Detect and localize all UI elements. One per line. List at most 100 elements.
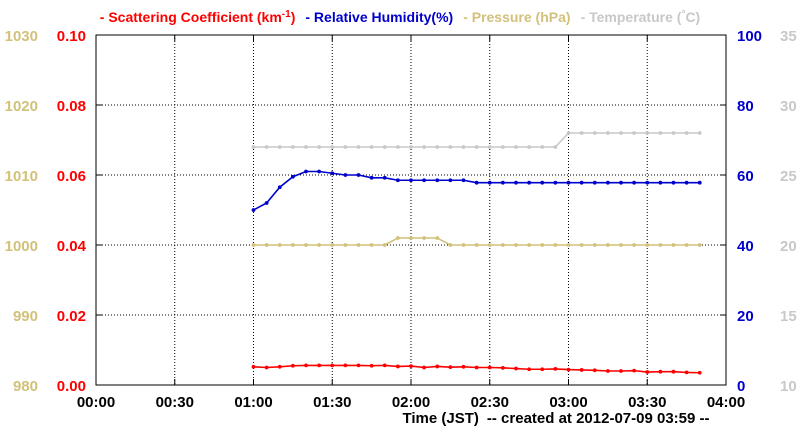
data-point-scattering-coefficient: [448, 365, 453, 370]
data-point-pressure: [645, 243, 650, 247]
y-tick-label-scattering: 0.08: [57, 98, 86, 115]
data-point-temperature: [435, 145, 440, 149]
data-point-relative-humidity: [684, 180, 689, 185]
data-point-scattering-coefficient: [317, 363, 322, 368]
data-point-scattering-coefficient: [500, 365, 505, 370]
data-point-relative-humidity: [671, 180, 676, 185]
x-tick-label: 01:00: [234, 394, 272, 411]
data-point-scattering-coefficient: [671, 369, 676, 374]
data-point-temperature: [448, 145, 453, 149]
legend-item: - Relative Humidity(%): [305, 9, 453, 25]
data-point-pressure: [619, 243, 623, 247]
data-point-relative-humidity: [264, 201, 269, 205]
axes: 00:00 00:30 01:00 01:30 02:00 02:30 03:00 03:30…: [5, 28, 797, 411]
data-point-relative-humidity: [658, 180, 663, 185]
data-point-scattering-coefficient: [461, 364, 466, 369]
data-point-scattering-coefficient: [527, 367, 532, 372]
data-point-scattering-coefficient: [435, 364, 440, 369]
legend-item: - Pressure (hPa): [463, 9, 570, 25]
data-point-relative-humidity: [553, 180, 558, 185]
data-point-temperature: [330, 145, 335, 149]
data-point-temperature: [658, 131, 663, 135]
data-point-scattering-coefficient: [619, 369, 623, 373]
legend-item-close: ): [291, 9, 296, 25]
data-point-temperature: [697, 131, 702, 135]
data-point-temperature: [409, 145, 413, 149]
data-point-relative-humidity: [527, 180, 532, 185]
data-point-temperature: [684, 131, 689, 135]
grid: [96, 35, 726, 385]
data-point-relative-humidity: [422, 178, 427, 183]
x-tick-label: 00:00: [77, 394, 115, 411]
data-point-scattering-coefficient: [369, 363, 374, 368]
data-point-relative-humidity: [395, 178, 400, 183]
data-point-relative-humidity: [277, 185, 282, 190]
data-point-pressure: [658, 243, 663, 247]
data-point-relative-humidity: [500, 180, 505, 185]
y-tick-label-humidity: 100: [737, 28, 762, 45]
y-tick-label-pressure: 1020: [5, 98, 38, 115]
x-tick-label: 03:00: [549, 394, 587, 411]
data-point-scattering-coefficient: [540, 367, 545, 372]
data-point-relative-humidity: [409, 178, 413, 183]
data-point-scattering-coefficient: [592, 368, 597, 373]
data-point-temperature: [619, 131, 623, 135]
data-point-scattering-coefficient: [356, 363, 361, 368]
y-tick-label-pressure: 980: [13, 378, 38, 395]
data-point-pressure: [382, 243, 387, 247]
series-group: [251, 131, 702, 375]
footer-created-at: -- created at 2012-07-09 03:59 --: [487, 410, 710, 427]
data-point-relative-humidity: [290, 174, 295, 179]
data-point-temperature: [461, 145, 466, 149]
x-tick-label: 01:30: [313, 394, 351, 411]
data-point-relative-humidity: [382, 175, 387, 180]
data-point-pressure: [500, 243, 505, 247]
data-point-scattering-coefficient: [514, 366, 518, 371]
data-point-temperature: [251, 145, 256, 149]
y-tick-label-temperature: 20: [780, 238, 797, 255]
data-point-relative-humidity: [605, 180, 610, 185]
data-point-scattering-coefficient: [304, 363, 308, 368]
data-point-scattering-coefficient: [632, 368, 637, 373]
y-tick-label-humidity: 80: [737, 98, 754, 115]
data-point-relative-humidity: [592, 180, 597, 185]
y-tick-label-humidity: 60: [737, 168, 754, 185]
legend-superscript: °: [681, 9, 685, 20]
data-point-scattering-coefficient: [264, 365, 269, 370]
y-tick-label-temperature: 35: [780, 28, 797, 45]
y-tick-label-pressure: 990: [13, 308, 38, 325]
data-point-temperature: [356, 145, 361, 149]
data-point-relative-humidity: [474, 180, 479, 185]
data-point-temperature: [264, 145, 269, 149]
data-point-temperature: [514, 145, 518, 149]
data-point-scattering-coefficient: [251, 364, 256, 369]
data-point-relative-humidity: [330, 171, 335, 176]
data-point-temperature: [474, 145, 479, 149]
data-point-scattering-coefficient: [645, 370, 650, 374]
data-point-pressure: [474, 243, 479, 247]
data-point-scattering-coefficient: [382, 363, 387, 368]
legend-item: - Temperature (: [581, 9, 682, 25]
legend: - Scattering Coefficient (km-1) - Relativ…: [100, 9, 700, 25]
data-point-scattering-coefficient: [330, 363, 335, 368]
data-point-scattering-coefficient: [422, 365, 427, 370]
data-point-relative-humidity: [487, 180, 492, 185]
legend-superscript: -1: [282, 9, 291, 20]
y-tick-label-scattering: 0.06: [57, 168, 86, 185]
data-point-scattering-coefficient: [395, 364, 400, 369]
data-point-scattering-coefficient: [277, 364, 282, 369]
data-point-scattering-coefficient: [409, 364, 413, 368]
data-point-relative-humidity: [566, 180, 571, 185]
data-point-temperature: [500, 145, 505, 149]
data-point-relative-humidity: [579, 180, 584, 185]
legend-item: - Scattering Coefficient (km: [100, 9, 282, 25]
data-point-relative-humidity: [697, 180, 702, 185]
data-point-pressure: [343, 243, 348, 247]
data-point-pressure: [592, 243, 597, 247]
data-point-temperature: [605, 131, 610, 135]
data-point-pressure: [605, 243, 610, 247]
data-point-pressure: [527, 243, 532, 247]
y-tick-label-temperature: 30: [780, 98, 797, 115]
data-point-pressure: [409, 236, 413, 240]
